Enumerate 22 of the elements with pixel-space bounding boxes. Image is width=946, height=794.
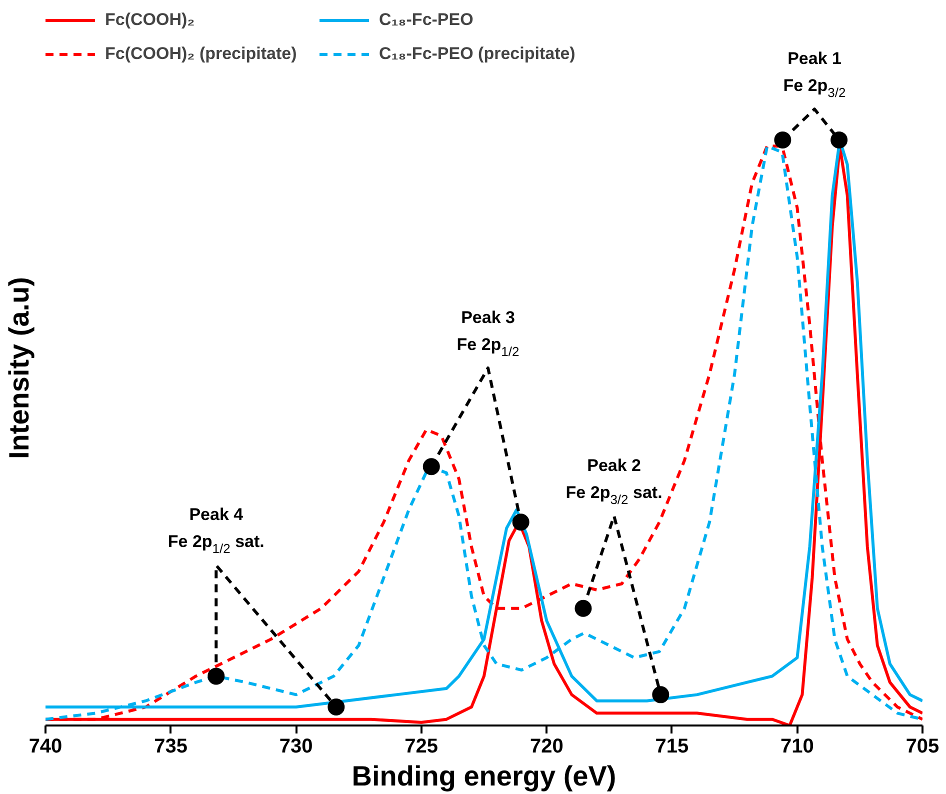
x-tick-label: 735 (154, 736, 188, 758)
legend-label: Fc(COOH)₂ (precipitate) (105, 44, 298, 64)
point (328, 698, 345, 716)
point (652, 686, 670, 704)
point (774, 131, 792, 148)
x-tick-label: 705 (906, 736, 940, 758)
x-tick-label: 720 (530, 736, 564, 758)
x-tick-label: 730 (279, 736, 313, 758)
point (574, 600, 592, 617)
point (422, 458, 440, 476)
x-tick-label: 715 (655, 736, 689, 758)
x-tick-label: 740 (28, 736, 62, 758)
point (208, 668, 225, 685)
point (830, 131, 848, 148)
y-axis-title: Intensity (a.u) (4, 276, 34, 460)
x-tick-label: 710 (780, 736, 814, 758)
legend-label: C₁₈-Fc-PEO (precipitate) (379, 44, 576, 64)
x-axis-title: Binding energy (eV) (352, 760, 616, 792)
legend-label: C₁₈-Fc-PEO (379, 10, 474, 30)
point (512, 514, 530, 531)
x-tick-label: 725 (404, 736, 438, 758)
legend-label: Fc(COOH)₂ (105, 10, 196, 30)
